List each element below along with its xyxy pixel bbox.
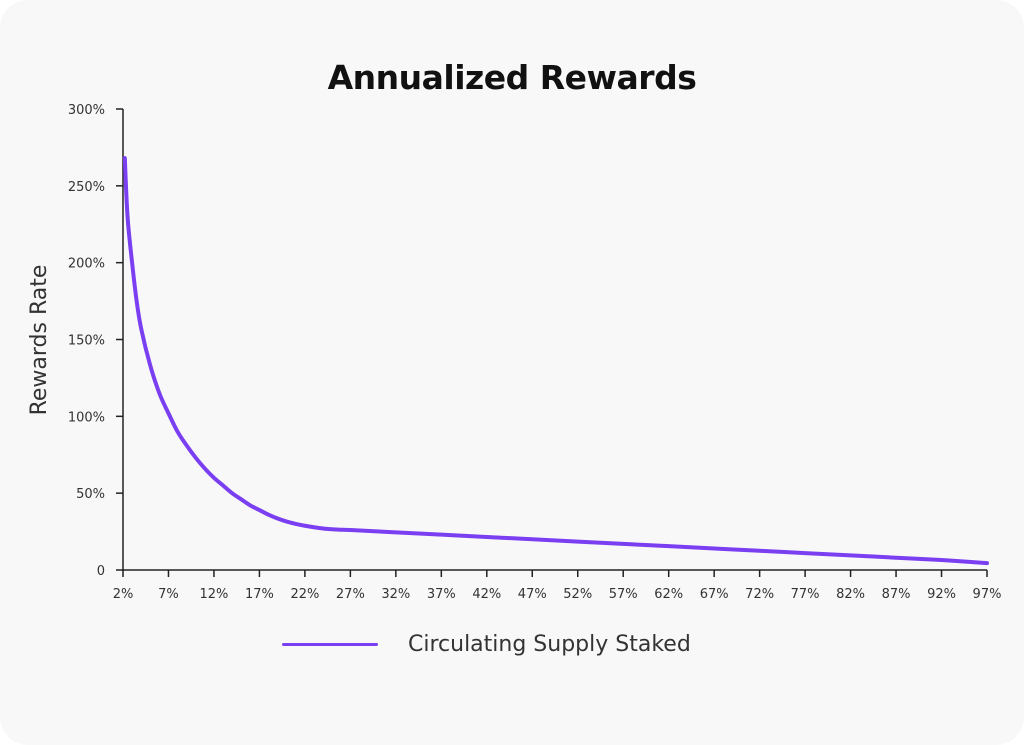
- x-tick-label: 92%: [927, 587, 956, 602]
- x-tick-label: 12%: [199, 587, 228, 602]
- x-tick-label: 37%: [427, 587, 456, 602]
- x-tick-label: 57%: [609, 587, 638, 602]
- y-axis-label: Rewards Rate: [27, 265, 52, 416]
- y-tick-label: 50%: [76, 487, 105, 502]
- x-tick-label: 87%: [882, 587, 911, 602]
- x-tick-label: 27%: [336, 587, 365, 602]
- x-tick-label: 2%: [113, 587, 134, 602]
- series-line: [122, 156, 989, 566]
- x-tick-label: 17%: [245, 587, 274, 602]
- legend: Circulating Supply Staked: [282, 626, 691, 662]
- x-tick-label: 97%: [973, 587, 1002, 602]
- x-tick-label: 42%: [472, 587, 501, 602]
- y-tick-label: 0: [97, 564, 105, 579]
- x-tick-label: 67%: [700, 587, 729, 602]
- x-tick-label: 82%: [836, 587, 865, 602]
- legend-label: Circulating Supply Staked: [408, 631, 691, 657]
- x-tick-label: 22%: [290, 587, 319, 602]
- legend-swatch: [282, 642, 378, 646]
- x-tick-label: 32%: [381, 587, 410, 602]
- y-tick-label: 150%: [68, 334, 105, 349]
- y-tick-label: 300%: [68, 103, 105, 118]
- x-tick-label: 62%: [654, 587, 683, 602]
- x-tick-label: 52%: [563, 587, 592, 602]
- y-tick-label: 200%: [68, 257, 105, 272]
- x-tick-label: 77%: [791, 587, 820, 602]
- x-tick-label: 7%: [158, 587, 179, 602]
- x-tick-label: 47%: [518, 587, 547, 602]
- chart-title: Annualized Rewards: [327, 58, 697, 97]
- y-tick-label: 100%: [68, 410, 105, 425]
- y-tick-label: 250%: [68, 180, 105, 195]
- x-tick-label: 72%: [745, 587, 774, 602]
